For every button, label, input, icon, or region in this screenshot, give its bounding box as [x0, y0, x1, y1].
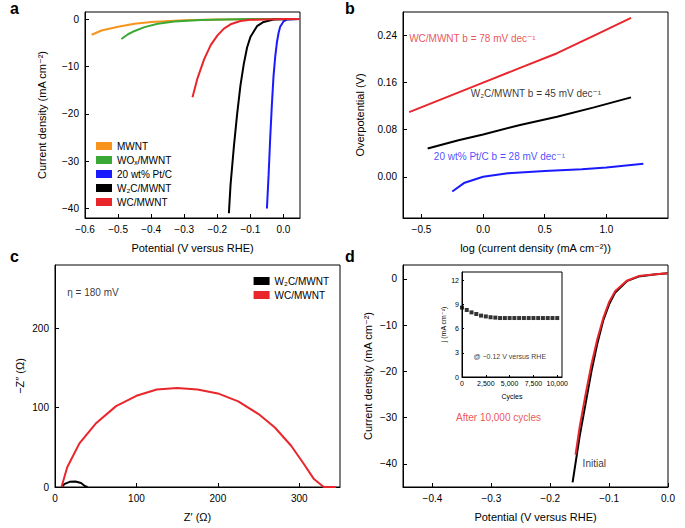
- svg-text:−0.1: −0.1: [599, 493, 619, 504]
- svg-text:−0.2: −0.2: [207, 224, 227, 235]
- svg-text:0: 0: [391, 273, 397, 284]
- svg-text:−40: −40: [62, 203, 79, 214]
- svg-text:Initial: Initial: [583, 458, 606, 469]
- svg-text:300: 300: [291, 493, 308, 504]
- svg-text:5,000: 5,000: [501, 380, 519, 387]
- svg-text:0.00: 0.00: [378, 171, 398, 182]
- svg-text:2,500: 2,500: [477, 380, 495, 387]
- svg-text:−0.6: −0.6: [75, 224, 95, 235]
- svg-text:−30: −30: [62, 156, 79, 167]
- svg-text:0: 0: [73, 14, 79, 25]
- svg-text:log (current density (mA cm⁻²): log (current density (mA cm⁻²)): [460, 242, 611, 254]
- svg-text:Current density (mA cm⁻²): Current density (mA cm⁻²): [36, 51, 48, 179]
- svg-text:W₂C/MWNT: W₂C/MWNT: [275, 276, 329, 287]
- svg-text:9: 9: [455, 301, 459, 308]
- svg-text:Z′ (Ω): Z′ (Ω): [184, 511, 211, 523]
- svg-text:20 wt% Pt/C b = 28 mV dec⁻¹: 20 wt% Pt/C b = 28 mV dec⁻¹: [434, 151, 566, 162]
- svg-text:12: 12: [451, 277, 459, 284]
- svg-text:−0.2: −0.2: [540, 493, 560, 504]
- svg-text:7,500: 7,500: [525, 380, 543, 387]
- svg-text:0.16: 0.16: [378, 77, 398, 88]
- svg-text:−0.5: −0.5: [108, 224, 128, 235]
- svg-text:−0.3: −0.3: [174, 224, 194, 235]
- svg-text:−0.4: −0.4: [423, 493, 443, 504]
- svg-text:200: 200: [210, 493, 227, 504]
- svg-text:−0.3: −0.3: [481, 493, 501, 504]
- svg-text:η = 180 mV: η = 180 mV: [67, 287, 119, 298]
- svg-text:W₂C/MWNT: W₂C/MWNT: [117, 183, 171, 194]
- svg-text:−0.5: −0.5: [412, 224, 432, 235]
- svg-text:WOₓ/MWNT: WOₓ/MWNT: [117, 155, 171, 166]
- svg-text:−40: −40: [380, 458, 397, 469]
- svg-text:−20: −20: [62, 108, 79, 119]
- svg-text:0.08: 0.08: [378, 124, 398, 135]
- svg-text:c: c: [10, 248, 19, 265]
- svg-text:−30: −30: [380, 412, 397, 423]
- svg-text:Cycles: Cycles: [501, 393, 523, 401]
- svg-text:100: 100: [32, 402, 49, 413]
- svg-text:0.5: 0.5: [538, 224, 552, 235]
- svg-text:−Z″ (Ω): −Z″ (Ω): [14, 358, 26, 394]
- svg-text:0: 0: [455, 374, 459, 381]
- svg-text:−10: −10: [62, 61, 79, 72]
- svg-text:0.24: 0.24: [378, 30, 398, 41]
- svg-text:10,000: 10,000: [547, 380, 569, 387]
- svg-text:1.0: 1.0: [599, 224, 613, 235]
- svg-text:0: 0: [52, 493, 58, 504]
- svg-text:j (mA cm⁻²): j (mA cm⁻²): [440, 307, 448, 344]
- svg-text:0: 0: [460, 380, 464, 387]
- svg-text:0.0: 0.0: [476, 224, 490, 235]
- svg-text:100: 100: [128, 493, 145, 504]
- svg-text:a: a: [10, 0, 19, 17]
- svg-text:0.0: 0.0: [277, 224, 291, 235]
- svg-text:Potential (V versus RHE): Potential (V versus RHE): [131, 242, 253, 254]
- svg-text:6: 6: [455, 325, 459, 332]
- svg-text:WC/MWNT: WC/MWNT: [117, 197, 168, 208]
- svg-text:200: 200: [32, 323, 49, 334]
- svg-text:WC/MWNT b = 78 mV dec⁻¹: WC/MWNT b = 78 mV dec⁻¹: [409, 33, 536, 44]
- svg-text:3: 3: [455, 349, 459, 356]
- svg-text:b: b: [345, 0, 355, 17]
- svg-text:0: 0: [43, 482, 49, 493]
- svg-text:d: d: [345, 248, 355, 265]
- svg-text:MWNT: MWNT: [117, 141, 148, 152]
- svg-text:20 wt% Pt/C: 20 wt% Pt/C: [117, 169, 172, 180]
- svg-text:W₂C/MWNT b = 45 mV dec⁻¹: W₂C/MWNT b = 45 mV dec⁻¹: [471, 88, 602, 99]
- svg-text:−0.4: −0.4: [141, 224, 161, 235]
- svg-text:Overpotential (V): Overpotential (V): [354, 73, 366, 156]
- svg-text:−10: −10: [380, 320, 397, 331]
- svg-text:@ −0.12 V versus RHE: @ −0.12 V versus RHE: [473, 353, 546, 360]
- svg-text:After 10,000 cycles: After 10,000 cycles: [456, 412, 541, 423]
- svg-text:−20: −20: [380, 366, 397, 377]
- svg-text:0.0: 0.0: [661, 493, 675, 504]
- svg-text:Current density (mA cm⁻²): Current density (mA cm⁻²): [362, 312, 374, 440]
- svg-text:−0.1: −0.1: [241, 224, 261, 235]
- svg-text:Potential (V versus RHE): Potential (V versus RHE): [474, 511, 596, 523]
- svg-text:WC/MWNT: WC/MWNT: [275, 290, 326, 301]
